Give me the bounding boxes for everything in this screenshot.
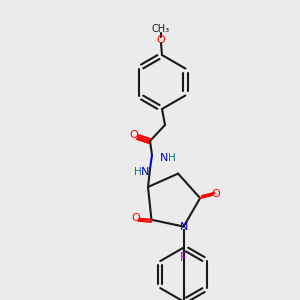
Text: F: F bbox=[180, 251, 187, 264]
Text: N: N bbox=[160, 153, 168, 163]
Text: N: N bbox=[141, 167, 149, 177]
Text: O: O bbox=[157, 35, 165, 45]
Text: O: O bbox=[131, 213, 140, 223]
Text: CH₃: CH₃ bbox=[152, 24, 170, 34]
Text: H: H bbox=[134, 167, 142, 177]
Text: H: H bbox=[168, 153, 176, 163]
Text: O: O bbox=[212, 189, 220, 199]
Text: N: N bbox=[179, 222, 188, 232]
Text: O: O bbox=[130, 130, 138, 140]
